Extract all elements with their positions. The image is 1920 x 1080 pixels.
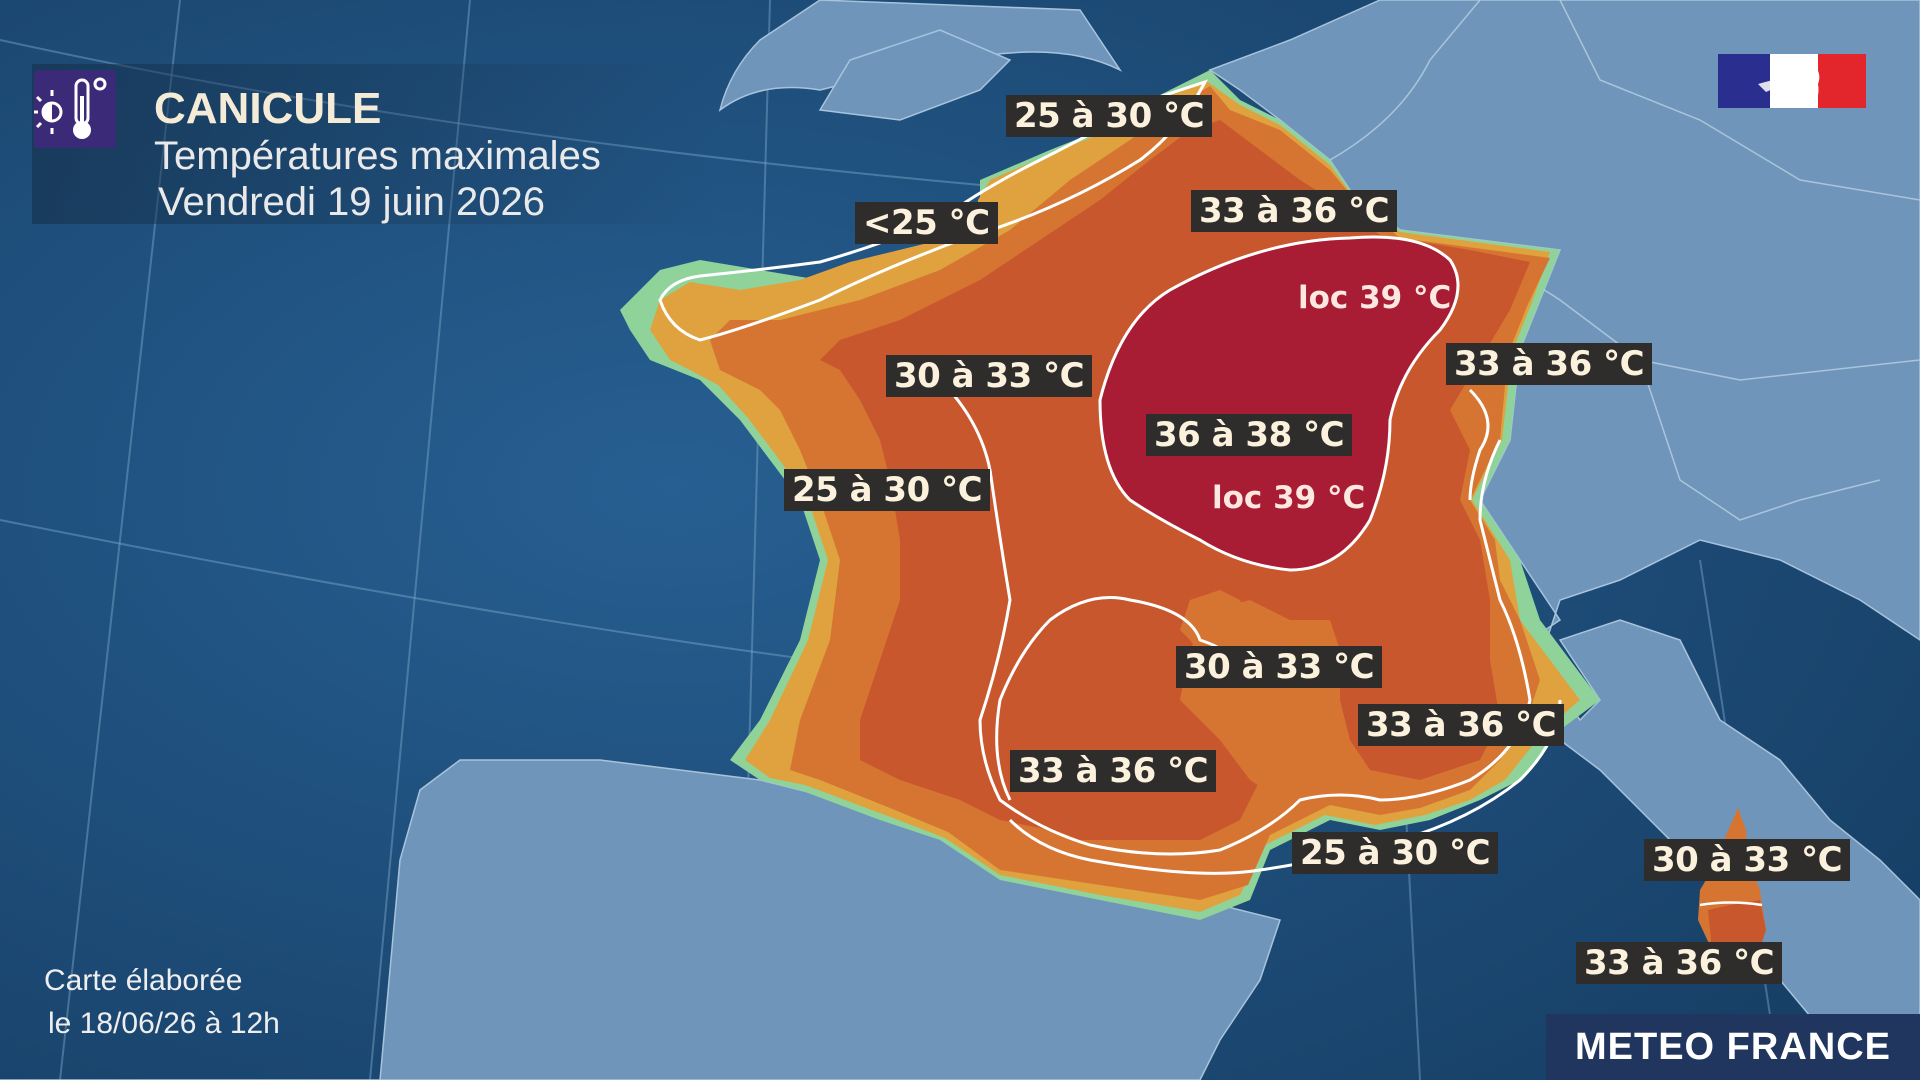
label-northeast: 33 à 36 °C: [1191, 190, 1398, 232]
page-subtitle: Températures maximales: [154, 134, 601, 178]
label-east: 33 à 36 °C: [1446, 343, 1653, 385]
label-channel: <25 °C: [855, 202, 998, 244]
label-corsica-north: 30 à 33 °C: [1644, 839, 1851, 881]
header-panel: [32, 64, 722, 224]
label-center: 36 à 38 °C: [1146, 414, 1353, 456]
borders: [1329, 0, 1920, 521]
label-south-central: 30 à 33 °C: [1176, 646, 1383, 688]
credit-line-2: le 18/06/26 à 12h: [48, 1007, 280, 1040]
brand-logo: METEO FRANCE: [1546, 1014, 1920, 1080]
zone-36-38: [1098, 235, 1460, 572]
heat-thermometer-icon: [34, 70, 116, 148]
label-atlantic: 25 à 30 °C: [784, 469, 991, 511]
label-brittany: 30 à 33 °C: [886, 355, 1093, 397]
forecast-date: Vendredi 19 juin 2026: [158, 180, 545, 224]
label-local-max-2: loc 39 °C: [1212, 480, 1366, 516]
label-southwest: 33 à 36 °C: [1010, 750, 1217, 792]
french-republic-flag-icon: [1718, 54, 1866, 108]
page-title: CANICULE: [154, 84, 382, 133]
label-alps: 33 à 36 °C: [1358, 704, 1565, 746]
label-mediterranean: 25 à 30 °C: [1292, 832, 1499, 874]
credit-line-1: Carte élaborée: [44, 964, 243, 997]
label-local-max-1: loc 39 °C: [1298, 280, 1452, 316]
label-corsica-south: 33 à 36 °C: [1576, 942, 1783, 984]
label-north: 25 à 30 °C: [1006, 95, 1213, 137]
france-temperature-zones: [620, 70, 1600, 920]
